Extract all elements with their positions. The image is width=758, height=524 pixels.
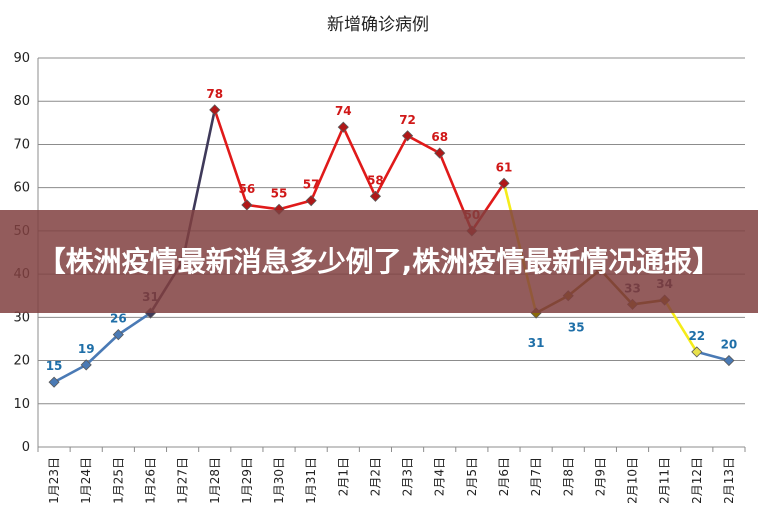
x-tick-label: 2月6日 [497,457,511,496]
x-tick-label: 2月4日 [433,457,447,496]
data-point [112,329,124,341]
x-tick-label: 2月9日 [593,457,607,496]
headline-text: 【株洲疫情最新消息多少例了,株洲疫情最新情况通报】 [37,244,721,278]
data-point [80,359,92,371]
x-tick-label: 1月28日 [208,457,222,504]
y-tick-label: 30 [13,310,30,325]
series-line-segment [696,350,730,362]
data-label: 61 [496,160,513,174]
data-label: 19 [78,342,95,356]
x-axis: 1月23日 1月24日 1月25日 1月26日 1月27日 1月28日 1月29日 1月30日… [37,447,746,504]
data-point [723,354,735,367]
x-tick-label: 2月5日 [465,457,479,496]
y-tick-label: 10 [13,397,30,412]
data-label: 15 [46,359,63,373]
data-point [209,104,221,116]
data-label: 55 [271,186,288,200]
x-tick-label: 2月13日 [722,457,736,504]
data-label: 78 [206,87,223,101]
y-tick-label: 90 [13,51,30,66]
x-tick-label: 1月24日 [79,457,93,504]
data-point [434,147,446,159]
x-tick-label: 2月1日 [336,457,350,496]
data-point [691,346,703,358]
series-line-segment [53,311,152,384]
data-point [305,195,317,207]
data-point [48,376,60,388]
data-point [241,199,253,211]
data-point [498,177,510,189]
data-label: 74 [335,104,352,118]
data-label: 26 [110,312,127,326]
y-tick-label: 0 [22,440,30,455]
x-tick-label: 1月30日 [272,457,286,504]
data-label: 31 [528,336,545,350]
data-label: 58 [367,173,384,187]
series-line-segment [213,109,506,233]
x-tick-label: 1月26日 [143,457,157,504]
data-point [402,130,414,142]
x-tick-label: 2月7日 [529,457,543,496]
x-tick-label: 2月10日 [626,457,640,504]
x-tick-label: 2月11日 [658,457,672,504]
data-label: 22 [688,329,705,343]
data-point [337,121,349,133]
x-tick-label: 1月29日 [240,457,254,504]
y-tick-label: 20 [13,354,30,369]
headline-banner: 【株洲疫情最新消息多少例了,株洲疫情最新情况通报】 [0,210,758,313]
chart-title: 新增确诊病例 [327,15,429,35]
y-tick-label: 80 [13,94,30,109]
data-label: 20 [721,338,738,352]
x-tick-label: 2月2日 [368,457,382,496]
data-label: 68 [431,130,448,144]
data-label: 35 [568,321,585,335]
x-tick-label: 2月8日 [561,457,575,496]
x-tick-label: 1月25日 [111,457,125,504]
data-label: 72 [399,113,416,127]
x-tick-label: 1月23日 [47,457,61,504]
y-tick-label: 60 [13,181,30,196]
x-tick-label: 2月3日 [401,457,415,496]
data-label: 56 [239,182,256,196]
x-tick-label: 2月12日 [690,457,704,504]
y-tick-label: 70 [13,137,30,152]
x-tick-label: 1月27日 [176,457,190,504]
x-tick-label: 1月31日 [304,457,318,504]
data-label: 57 [303,178,320,192]
data-point [369,190,381,202]
